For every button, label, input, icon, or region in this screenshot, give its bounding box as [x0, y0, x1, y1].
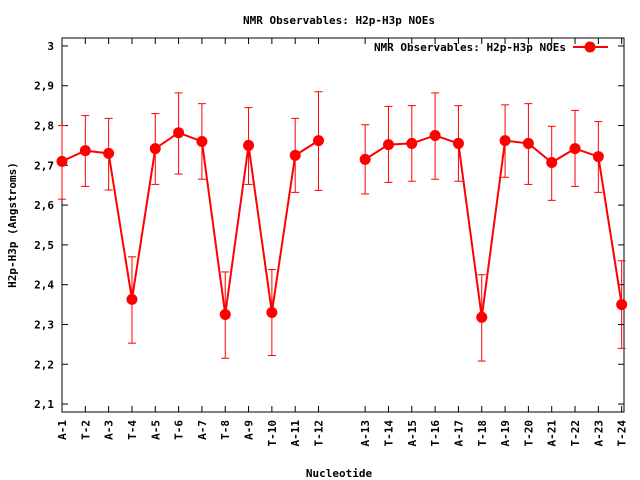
- y-tick-label: 2,5: [34, 239, 54, 252]
- y-tick-label: 3: [47, 40, 54, 53]
- x-tick-label: T-12: [313, 420, 326, 447]
- data-point: [149, 143, 161, 155]
- data-point: [476, 311, 488, 323]
- y-tick-label: 2,3: [34, 318, 54, 331]
- legend: NMR Observables: H2p-H3p NOEs: [374, 41, 608, 54]
- x-tick-label: A-7: [196, 420, 209, 440]
- x-tick-label: A-15: [406, 420, 419, 447]
- data-point: [126, 293, 138, 305]
- legend-marker: [584, 41, 596, 53]
- x-tick-label: T-24: [616, 420, 629, 447]
- y-axis-label: H2p-H3p (Angstroms): [6, 162, 19, 288]
- x-tick-label: A-5: [149, 420, 162, 440]
- data-point: [289, 149, 301, 161]
- data-point: [382, 139, 394, 151]
- x-tick-label: A-23: [592, 420, 605, 447]
- y-tick-label: 2,8: [34, 120, 54, 133]
- x-axis-label: Nucleotide: [306, 467, 373, 480]
- x-axis: A-1 T-2 A-3 T-4 A-5 T-6 A-7 T-8 A-9 T-10 A-11 T-12 A…: [56, 38, 629, 447]
- x-tick-label: A-19: [499, 420, 512, 447]
- data-point: [243, 139, 255, 151]
- series-layer: [56, 91, 628, 362]
- y-tick-label: 2,1: [34, 398, 54, 411]
- data-point: [546, 157, 558, 169]
- x-tick-label: T-4: [126, 420, 139, 440]
- y-tick-label: 2,9: [34, 80, 54, 93]
- data-point: [429, 129, 441, 141]
- y-tick-label: 2,6: [34, 199, 54, 212]
- legend-label: NMR Observables: H2p-H3p NOEs: [374, 41, 566, 54]
- x-tick-label: T-10: [266, 420, 279, 447]
- y-tick-label: 2,7: [34, 159, 54, 172]
- data-point: [56, 155, 68, 167]
- data-point: [313, 135, 325, 147]
- data-point: [406, 137, 418, 149]
- x-tick-label: T-22: [569, 420, 582, 447]
- plot-frame: [61, 37, 625, 413]
- x-tick-label: A-13: [359, 420, 372, 447]
- data-point: [79, 145, 91, 157]
- x-tick-label: T-20: [522, 420, 535, 447]
- x-tick-label: A-21: [546, 420, 559, 447]
- data-point: [499, 135, 511, 147]
- y-axis: 2,1 2,2 2,3 2,4 2,5 2,6 2,7 2,8 2,9 3: [34, 40, 624, 411]
- chart-title: NMR Observables: H2p-H3p NOEs: [243, 14, 435, 27]
- data-point: [266, 307, 278, 319]
- x-tick-label: A-3: [103, 420, 116, 440]
- x-tick-label: A-1: [56, 420, 69, 440]
- data-point: [196, 135, 208, 147]
- x-tick-label: T-8: [219, 420, 232, 440]
- x-tick-label: T-6: [173, 420, 186, 440]
- x-tick-label: T-18: [476, 420, 489, 447]
- data-point: [452, 137, 464, 149]
- data-point: [103, 147, 115, 159]
- data-point: [616, 299, 628, 311]
- data-point: [359, 153, 371, 165]
- x-tick-label: T-16: [429, 420, 442, 447]
- x-tick-label: A-9: [243, 420, 256, 440]
- x-tick-label: A-17: [452, 420, 465, 447]
- y-tick-label: 2,2: [34, 358, 54, 371]
- data-point: [592, 151, 604, 163]
- x-tick-label: T-14: [382, 420, 395, 447]
- y-tick-label: 2,4: [34, 279, 54, 292]
- series-line: [364, 134, 623, 318]
- data-point: [522, 137, 534, 149]
- x-tick-label: A-11: [289, 420, 302, 447]
- data-point: [569, 143, 581, 155]
- data-point: [219, 309, 231, 321]
- x-tick-label: T-2: [79, 420, 92, 440]
- series-line: [61, 131, 320, 315]
- data-point: [173, 127, 185, 139]
